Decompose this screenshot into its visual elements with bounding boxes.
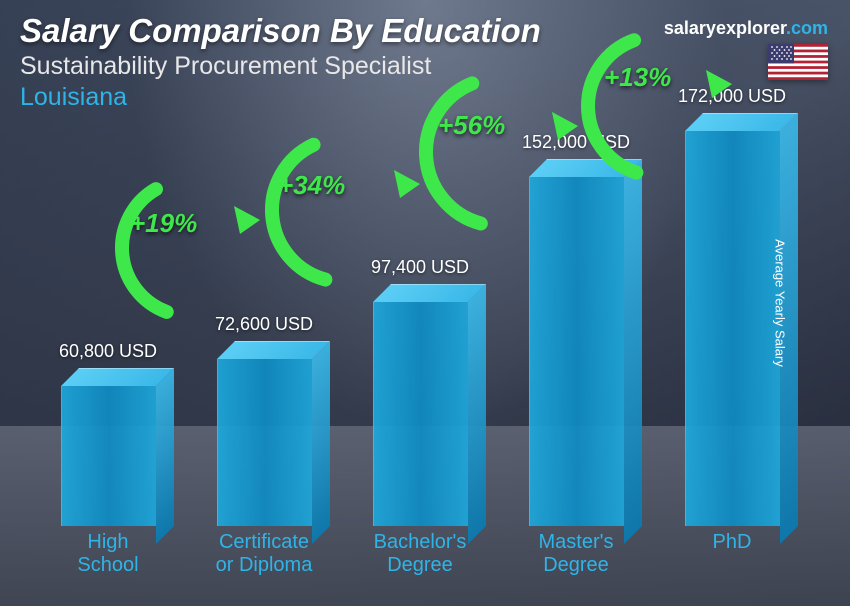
page-subtitle: Sustainability Procurement Specialist	[20, 52, 830, 81]
bar-value: 60,800 USD	[59, 341, 157, 362]
bars-container: 60,800 USD 72,600 USD 97,400 USD 152,000 US…	[30, 130, 810, 526]
page-location: Louisiana	[20, 83, 830, 112]
bar-label: HighSchool	[43, 531, 173, 586]
bar	[61, 368, 156, 526]
bar-value: 152,000 USD	[522, 132, 630, 153]
bar	[373, 284, 468, 526]
bar-label: Master'sDegree	[511, 531, 641, 586]
bar-value: 72,600 USD	[215, 314, 313, 335]
bar	[529, 159, 624, 526]
brand-name: salaryexplorer	[664, 18, 786, 38]
bar-group: 152,000 USD	[511, 132, 641, 526]
bar-label: PhD	[667, 531, 797, 586]
bar	[217, 341, 312, 526]
brand-tld: .com	[786, 18, 828, 38]
bar-value: 97,400 USD	[371, 257, 469, 278]
bar-label: Certificateor Diploma	[199, 531, 329, 586]
bar	[685, 113, 780, 526]
flag-icon	[768, 44, 828, 80]
labels-container: HighSchool Certificateor Diploma Bachelor'…	[30, 531, 810, 586]
bar-group: 72,600 USD	[199, 314, 329, 526]
bar-group: 60,800 USD	[43, 341, 173, 526]
side-axis-label: Average Yearly Salary	[773, 239, 788, 367]
bar-label: Bachelor'sDegree	[355, 531, 485, 586]
brand-label: salaryexplorer.com	[664, 18, 828, 39]
bar-group: 97,400 USD	[355, 257, 485, 526]
bar-chart: 60,800 USD 72,600 USD 97,400 USD 152,000 US…	[30, 130, 810, 586]
